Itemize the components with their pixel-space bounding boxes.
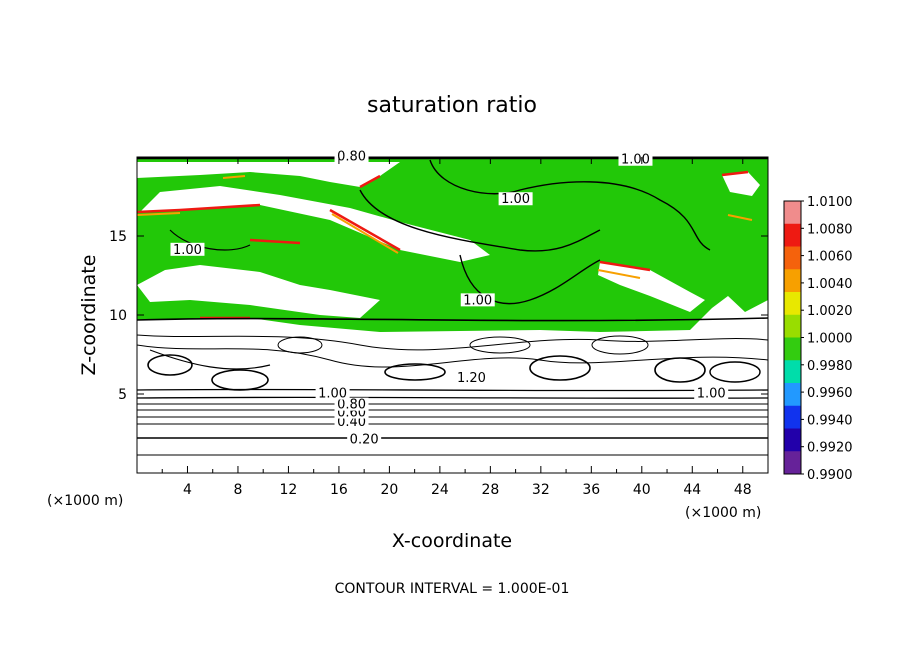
colorbar-tick-label: 1.0000 — [807, 332, 853, 347]
x-tick-label: 36 — [582, 482, 600, 498]
x-tick-label: 32 — [532, 482, 550, 498]
contour-label-bg — [460, 293, 495, 307]
colorbar: 1.0100 1.0080 1.0060 1.0040 1.0020 1.0000 0.99… — [783, 195, 853, 483]
y-tick-label: 15 — [109, 229, 127, 245]
contour-lines — [137, 159, 768, 456]
x-tick-label: 12 — [280, 482, 298, 498]
x-tick-label: 16 — [330, 482, 348, 498]
contour-label: 1.00 — [463, 293, 492, 308]
colorbar-swatch — [784, 223, 801, 247]
x-tick-label: 8 — [233, 482, 242, 498]
colorbar-swatch — [784, 246, 801, 270]
contour-label-bg — [454, 370, 489, 384]
x-tick-label: 24 — [431, 482, 449, 498]
contour-label: 1.00 — [501, 192, 530, 207]
contour-labels: 0.200.400.600.801.001.201.001.001.001.00… — [170, 149, 729, 447]
y-tick-label: 5 — [118, 387, 127, 403]
contour-label: 1.00 — [318, 387, 347, 402]
colorbar-swatch — [784, 337, 801, 361]
colorbar-swatch — [784, 314, 801, 338]
contour-label: 0.40 — [337, 415, 366, 430]
colorbar-tick-label: 0.9900 — [807, 468, 853, 483]
colorbar-tick-label: 1.0080 — [807, 222, 853, 237]
unsaturated-band-mid — [137, 265, 380, 318]
colorbar-tick-label: 1.0100 — [807, 195, 853, 210]
colorbar-swatch — [784, 360, 801, 384]
contour-label: 0.80 — [337, 150, 366, 165]
colorbar-swatch — [784, 201, 801, 225]
colorbar-tick-label: 1.0020 — [807, 304, 853, 319]
x-tick-label: 4 — [183, 482, 192, 498]
contour-label-bg — [618, 152, 653, 166]
x-tick-label: 40 — [633, 482, 651, 498]
unsaturated-patch-topright — [722, 172, 760, 196]
supersaturated-fringe — [137, 170, 749, 320]
contour-label: 0.80 — [337, 398, 366, 413]
x-unit-left: (×1000 m) — [47, 493, 123, 509]
colorbar-swatch — [784, 269, 801, 293]
y-axis-title: Z-coordinate — [78, 255, 100, 376]
contour-label-bg — [498, 192, 533, 206]
colorbar-tick-label: 0.9940 — [807, 413, 853, 428]
contour-interval-note: CONTOUR INTERVAL = 1.000E-01 — [335, 581, 570, 597]
colorbar-swatch — [784, 383, 801, 407]
x-tick-label: 44 — [683, 482, 701, 498]
colorbar-tick-label: 0.9980 — [807, 359, 853, 374]
contour-label-bg — [334, 397, 369, 411]
contour-label: 1.20 — [457, 371, 486, 386]
colorbar-tick-label: 0.9960 — [807, 386, 853, 401]
supersaturated-fringe-orange — [137, 175, 753, 279]
x-unit-right: (×1000 m) — [685, 505, 761, 521]
contour-label-bg — [347, 432, 382, 446]
x-tick-label: 28 — [481, 482, 499, 498]
unsaturated-band-diagonal — [140, 186, 490, 262]
contour-label: 1.00 — [173, 243, 202, 258]
contour-label: 1.00 — [697, 387, 726, 402]
colorbar-swatch — [784, 451, 801, 475]
contour-label: 1.00 — [621, 153, 650, 168]
x-axis-title: X-coordinate — [392, 530, 512, 552]
colorbar-tick-label: 1.0060 — [807, 250, 853, 265]
x-axis: 4 8 12 16 20 24 28 32 36 40 44 48 — [161, 157, 752, 498]
colorbar-tick-label: 0.9920 — [807, 441, 853, 456]
colorbar-swatch — [784, 428, 801, 452]
chart-title: saturation ratio — [367, 93, 537, 118]
x-tick-label: 20 — [380, 482, 398, 498]
x-tick-label: 48 — [734, 482, 752, 498]
contour-label: 0.20 — [350, 432, 379, 447]
contour-label-bg — [334, 149, 369, 163]
colorbar-tick-label: 1.0040 — [807, 277, 853, 292]
y-axis: 5 10 15 — [109, 229, 768, 403]
contour-label-bg — [694, 386, 729, 400]
colorbar-swatch — [784, 292, 801, 316]
contour-label-bg — [315, 386, 350, 400]
colorbar-swatch — [784, 405, 801, 429]
y-tick-label: 10 — [109, 308, 127, 324]
unsaturated-band-upper — [137, 162, 400, 187]
contour-label-bg — [170, 242, 205, 256]
plot-area: 0.200.400.600.801.001.201.001.001.001.00… — [136, 149, 769, 474]
